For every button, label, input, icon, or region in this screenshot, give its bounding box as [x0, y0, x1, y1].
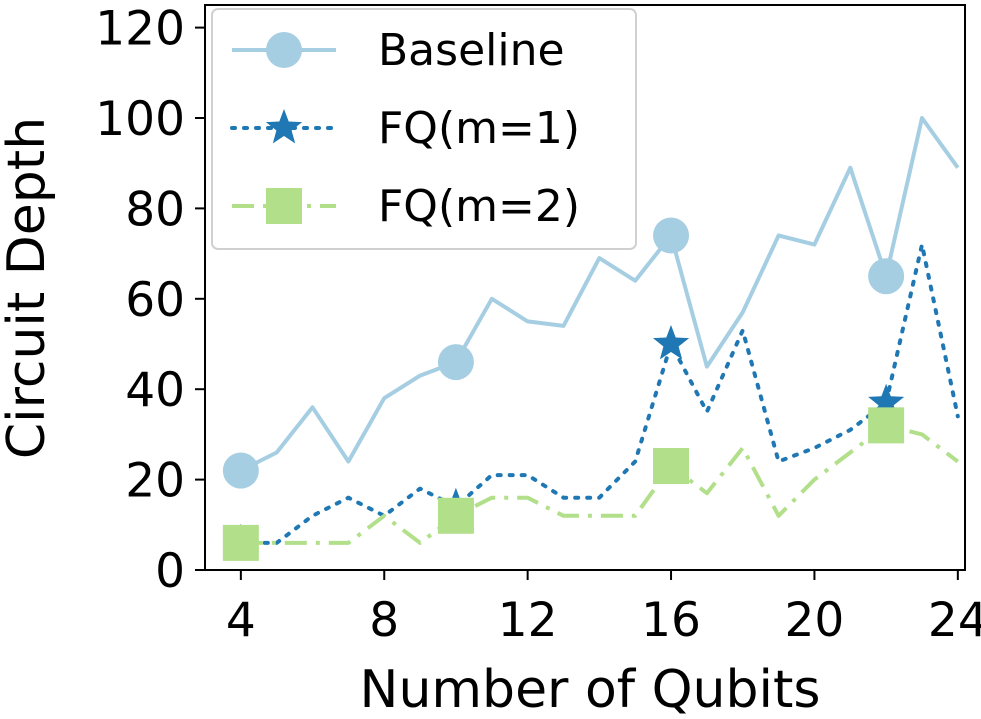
x-tick-label: 16 [641, 593, 701, 648]
series-line-fq-m-2 [240, 423, 960, 545]
legend-marker-baseline [266, 32, 302, 68]
legend-marker-fq-m-2 [266, 188, 302, 224]
y-tick-label: 80 [125, 182, 185, 237]
x-tick-label: 4 [226, 593, 256, 648]
legend-label-fq-m-1: FQ(m=1) [378, 103, 580, 154]
data-point-fq-m-2 [222, 524, 259, 561]
y-tick-label: 0 [155, 544, 185, 599]
data-point-fq-m-2 [868, 407, 905, 444]
data-point-fq-m-2 [437, 497, 474, 534]
legend: Baseline FQ(m=1) FQ(m=2) [211, 8, 637, 250]
series-line-baseline [239, 116, 960, 473]
y-tick-label: 40 [125, 363, 185, 418]
y-tick-label: 100 [95, 92, 185, 147]
plot-frame [204, 4, 966, 571]
x-axis-title: Number of Qubits [360, 660, 821, 719]
series-line-fq-m-1 [238, 242, 960, 545]
y-tick-label: 120 [95, 2, 185, 57]
x-tick-label: 8 [369, 593, 399, 648]
legend-box [211, 8, 637, 250]
y-tick-label: 60 [125, 273, 185, 328]
data-point-fq-m-2 [653, 448, 690, 485]
y-tick-label: 20 [125, 454, 185, 509]
data-point-fq-m-1 [653, 325, 690, 360]
data-point-fq-m-1 [868, 383, 905, 419]
legend-items: Baseline FQ(m=1) FQ(m=2) [230, 25, 580, 232]
x-tick-label: 24 [928, 593, 981, 648]
legend-label-baseline: Baseline [378, 25, 565, 76]
data-point-baseline [437, 344, 474, 381]
legend-label-fq-m-2: FQ(m=2) [378, 181, 580, 232]
legend-marker-fq-m-1 [265, 109, 303, 144]
x-tick-label: 20 [785, 593, 845, 648]
x-tick-label: 12 [498, 593, 558, 648]
plot-markers [222, 217, 905, 561]
plot-lines [238, 116, 960, 545]
x-axis-ticks: 4 8 12 16 20 24 [226, 570, 981, 648]
data-point-baseline [653, 217, 690, 254]
data-point-baseline [222, 452, 259, 489]
y-axis-title: Circuit Depth [0, 117, 57, 459]
y-axis-ticks: 0 20 40 60 80 100 120 [95, 2, 205, 599]
data-point-baseline [868, 258, 905, 295]
